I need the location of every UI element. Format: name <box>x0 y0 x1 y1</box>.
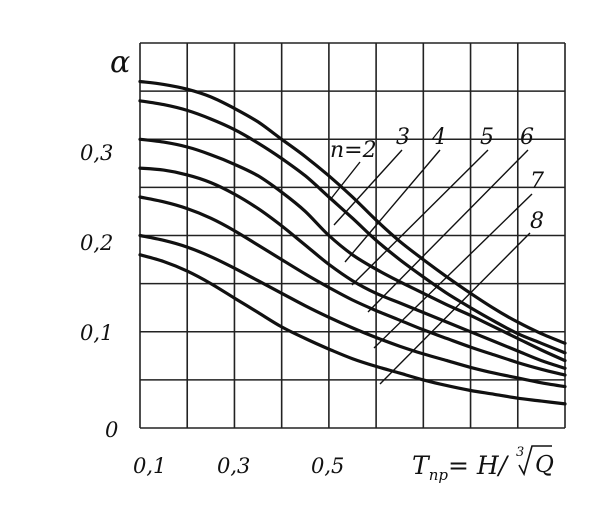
series-label-leaders <box>329 149 533 385</box>
x-tick-label: 0,5 <box>311 454 344 478</box>
tick-labels: 0,1 0,3 0,5 0 0,1 0,2 0,3 <box>80 141 344 478</box>
series-label-3: 4 <box>431 125 446 150</box>
x-axis-label-subscript: пр <box>429 466 449 484</box>
x-tick-label: 0,1 <box>133 454 166 478</box>
series-curve-3 <box>138 137 567 363</box>
series-label-4: 5 <box>480 125 494 150</box>
series-label-6: 7 <box>530 169 544 194</box>
series-leader-1 <box>329 161 361 201</box>
x-axis-label: Tпр= H/ 3 Q <box>412 445 554 484</box>
x-axis-label-root-index: 3 <box>516 445 524 460</box>
x-axis-label-formula: = H/ <box>448 451 510 480</box>
series-curve-5 <box>138 195 567 377</box>
series-label-7: 8 <box>530 209 544 234</box>
series-label-5: 6 <box>520 125 534 150</box>
x-axis-label-symbol: T <box>412 451 431 480</box>
x-tick-label: 0,3 <box>217 454 250 478</box>
y-tick-label: 0,2 <box>80 231 113 255</box>
grid <box>139 42 566 429</box>
x-axis-label-radical <box>518 445 552 477</box>
series-leader-6 <box>373 193 533 349</box>
x-axis-label-radicand: Q <box>535 452 554 478</box>
y-axis-label: α <box>110 45 130 80</box>
y-tick-label: 0,3 <box>80 141 113 165</box>
series-leader-3 <box>344 149 441 263</box>
series-label-1: n=2 <box>330 138 377 163</box>
series-labels: n=2 3 4 5 6 7 8 <box>330 125 544 234</box>
y-tick-label: 0,1 <box>80 321 113 345</box>
curves <box>138 79 567 406</box>
series-curve-6 <box>138 233 567 389</box>
svg-text:Tпр= H/: Tпр= H/ <box>412 451 510 484</box>
series-leader-5 <box>367 149 529 313</box>
series-curve-4 <box>138 166 567 370</box>
series-curve-7 <box>138 253 567 406</box>
series-curve-1 <box>138 79 567 345</box>
series-label-2: 3 <box>396 125 410 150</box>
series-curve-2 <box>138 99 567 355</box>
y-tick-label: 0 <box>105 418 118 442</box>
series-leader-4 <box>351 149 489 286</box>
